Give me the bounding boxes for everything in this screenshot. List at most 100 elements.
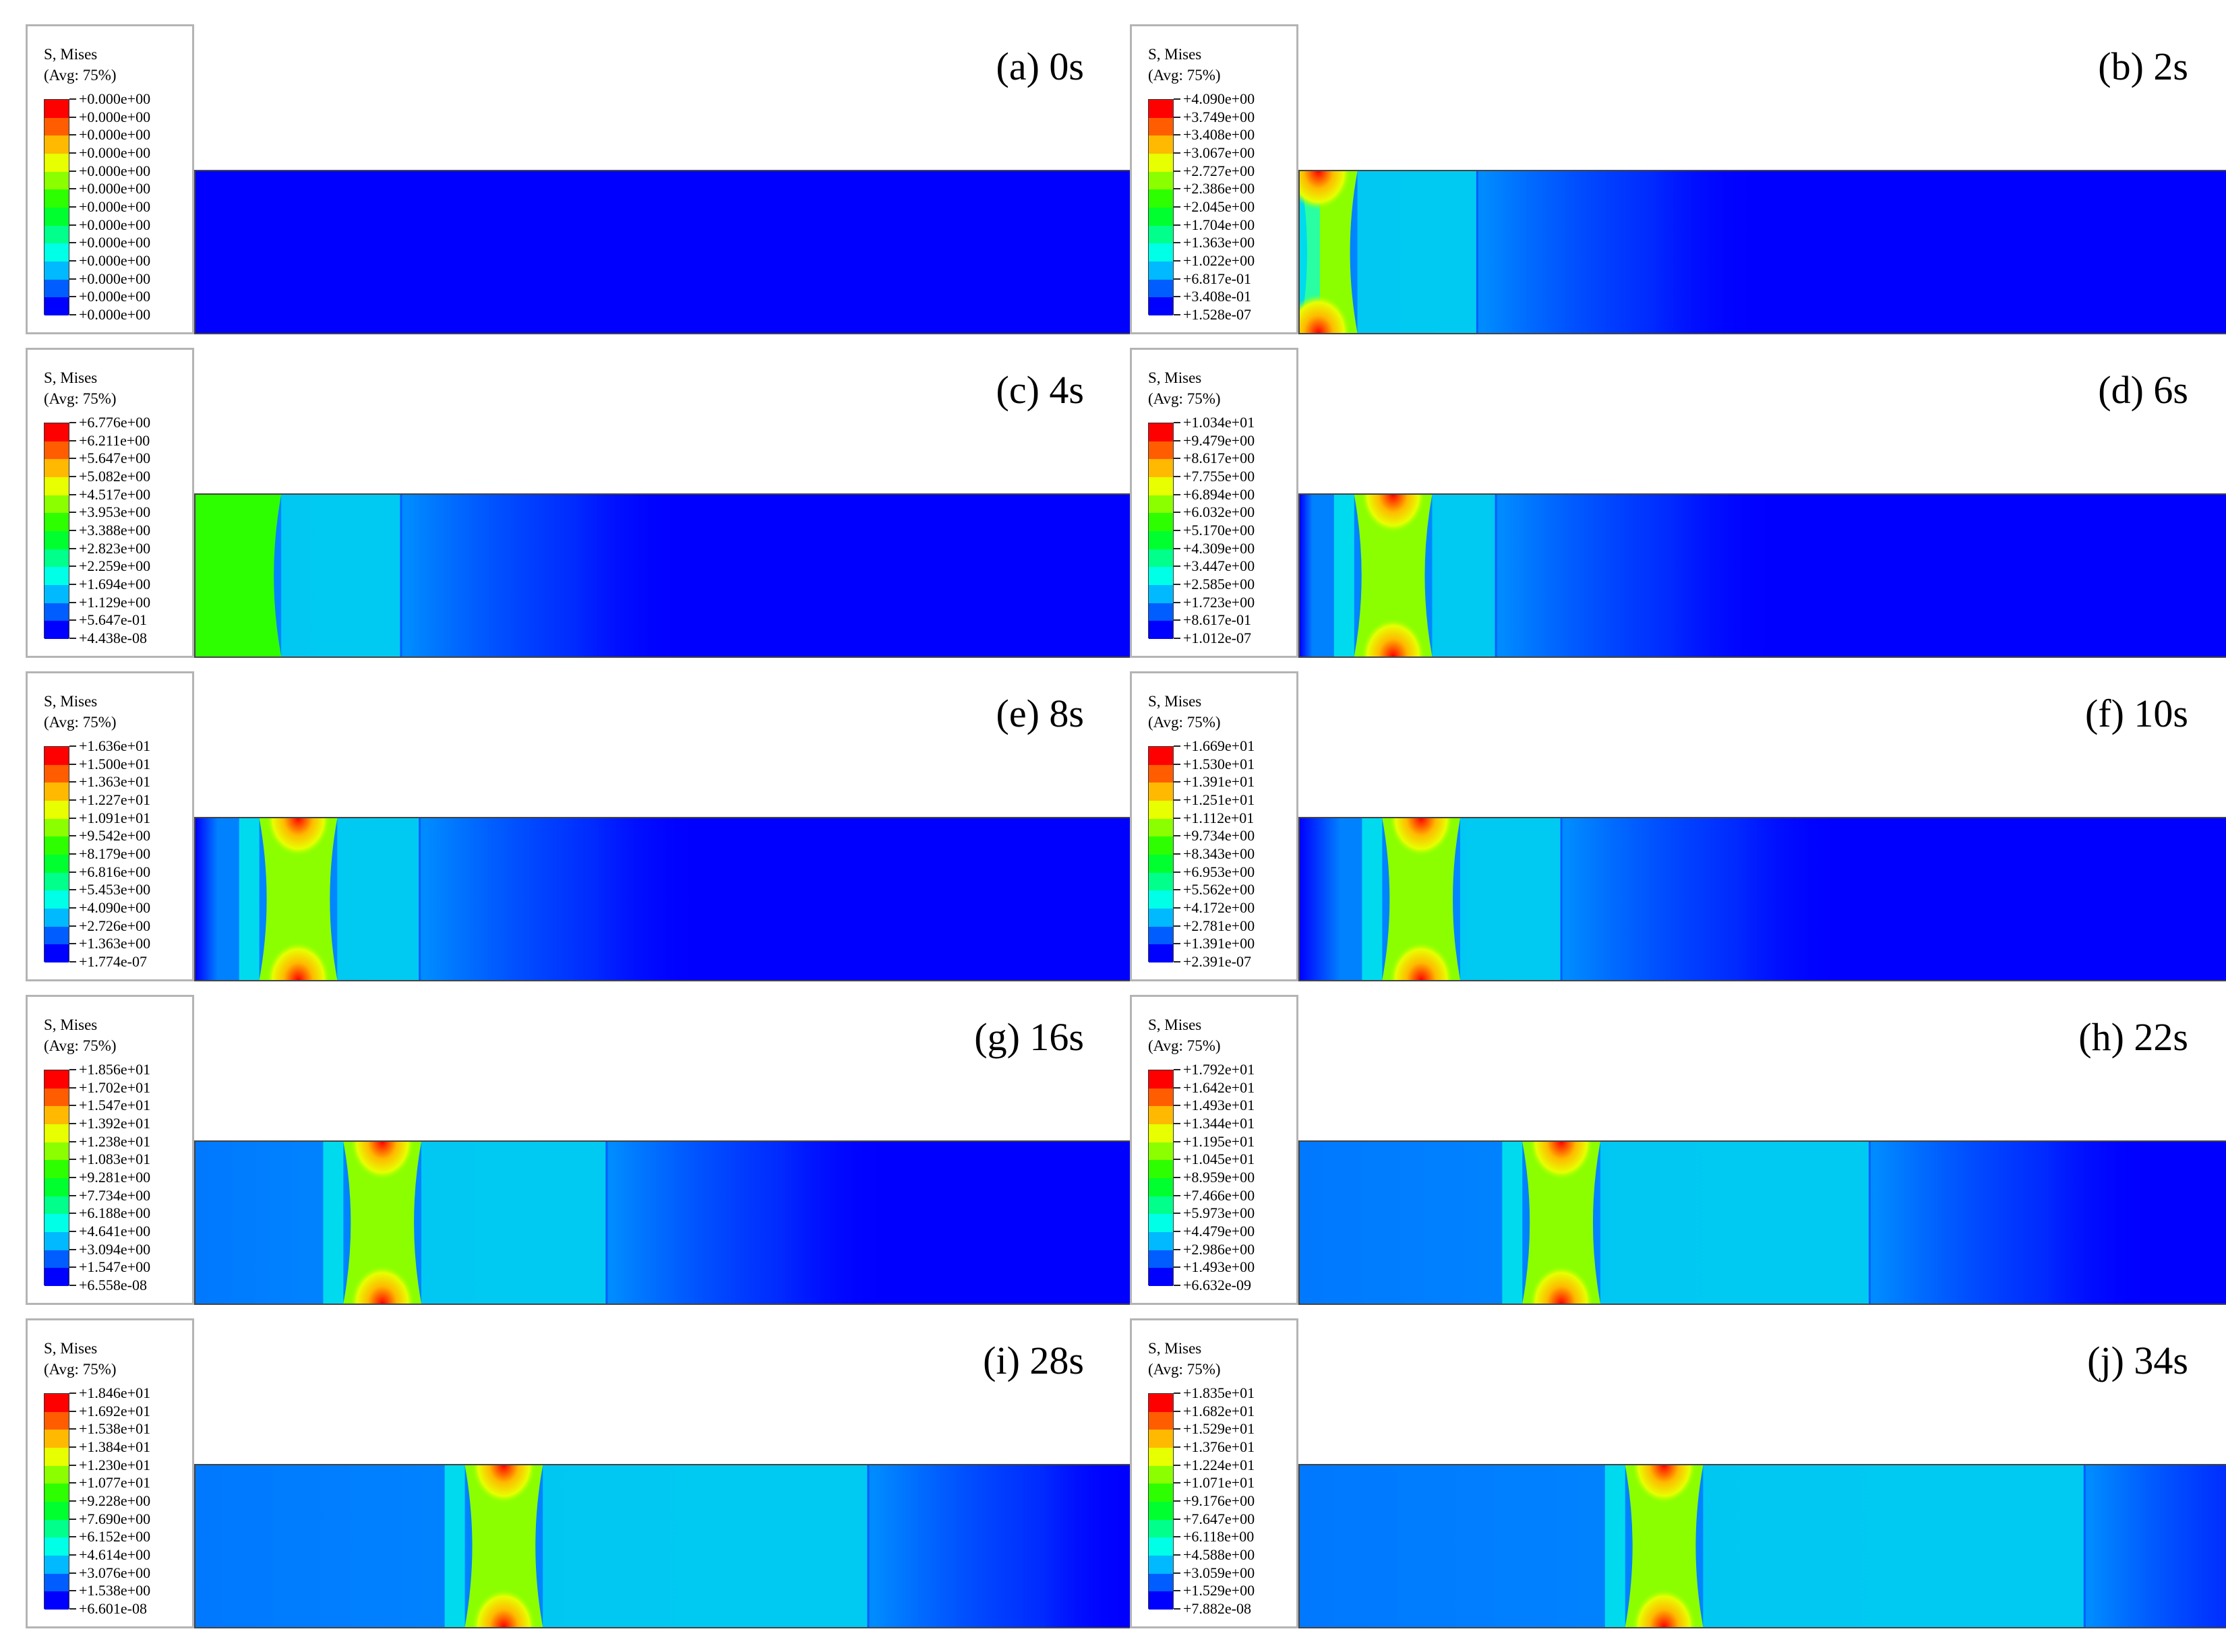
colorbar-tick bbox=[69, 1464, 76, 1466]
colorbar-tick bbox=[1174, 1518, 1180, 1520]
colorbar-tick bbox=[1174, 871, 1180, 873]
colorbar-tick-label: +4.090e+00 bbox=[1183, 90, 1255, 107]
colorbar-tick bbox=[69, 889, 76, 891]
colorbar-tick bbox=[1174, 1464, 1180, 1466]
colorbar-tick bbox=[69, 1213, 76, 1215]
colorbar-tick-label: +1.702e+01 bbox=[79, 1078, 151, 1096]
colorbar-segment bbox=[1149, 549, 1173, 568]
colorbar-tick bbox=[1174, 530, 1180, 531]
colorbar-tick bbox=[1174, 1536, 1180, 1538]
colorbar-tick-label: +1.391e+00 bbox=[1183, 935, 1255, 952]
colorbar-tick bbox=[69, 584, 76, 585]
colorbar-segment bbox=[44, 262, 69, 280]
colorbar-tick bbox=[1174, 206, 1180, 208]
colorbar-segment bbox=[44, 1483, 69, 1502]
colorbar-segment bbox=[1149, 262, 1173, 280]
colorbar-segment bbox=[1149, 926, 1173, 945]
colorbar-tick-label: +1.071e+01 bbox=[1183, 1474, 1255, 1492]
legend-subtitle: (Avg: 75%) bbox=[44, 1037, 117, 1054]
colorbar-legend: S, Mises (Avg: 75%) +1.856e+01 +1.702e+01 +1… bbox=[26, 995, 194, 1305]
colorbar-tick bbox=[1174, 260, 1180, 262]
colorbar-segment bbox=[44, 1088, 69, 1107]
stress-hot-spot bbox=[350, 1142, 415, 1181]
colorbar-segment bbox=[44, 100, 69, 119]
colorbar-legend: S, Mises (Avg: 75%) +1.835e+01 +1.682e+01 +1… bbox=[1130, 1318, 1298, 1628]
contour-map bbox=[195, 495, 1130, 656]
stress-contour-plate bbox=[1298, 170, 2226, 334]
colorbar-tick-label: +1.704e+00 bbox=[1183, 216, 1255, 233]
colorbar-tick bbox=[69, 835, 76, 837]
legend-title: S, Mises bbox=[1148, 1340, 1202, 1357]
colorbar-segment bbox=[1149, 1519, 1173, 1538]
colorbar-tick bbox=[69, 745, 76, 747]
colorbar-tick bbox=[1174, 1393, 1180, 1394]
colorbar-tick bbox=[1174, 134, 1180, 136]
colorbar-tick bbox=[69, 871, 76, 873]
colorbar-segment bbox=[1149, 1178, 1173, 1197]
colorbar-tick bbox=[1174, 458, 1180, 460]
colorbar bbox=[44, 746, 69, 963]
colorbar-segment bbox=[44, 1537, 69, 1556]
stress-band-core bbox=[1354, 495, 1433, 656]
contour-panel: S, Mises (Avg: 75%) +1.835e+01 +1.682e+01 +1… bbox=[1130, 1318, 2226, 1628]
colorbar-tick bbox=[69, 1266, 76, 1268]
stress-contour-plate bbox=[194, 1140, 1131, 1305]
colorbar-tick-label: +1.493e+01 bbox=[1183, 1097, 1255, 1114]
colorbar-tick bbox=[69, 1608, 76, 1610]
stress-band-edge bbox=[543, 1465, 868, 1627]
legend-title: S, Mises bbox=[44, 1016, 98, 1033]
stress-band-edge bbox=[323, 1142, 344, 1304]
contour-map bbox=[195, 171, 1130, 333]
colorbar-segment bbox=[44, 1070, 69, 1089]
colorbar-tick bbox=[69, 1194, 76, 1196]
colorbar-tick-label: +8.179e+00 bbox=[79, 845, 151, 862]
colorbar-tick bbox=[69, 422, 76, 423]
colorbar-tick-label: +8.617e-01 bbox=[1183, 611, 1251, 629]
colorbar-tick bbox=[1174, 1482, 1180, 1484]
colorbar-tick bbox=[1174, 781, 1180, 783]
colorbar-tick bbox=[69, 206, 76, 208]
colorbar-tick-label: +2.386e+00 bbox=[1183, 180, 1255, 197]
colorbar-tick-label: +7.755e+00 bbox=[1183, 468, 1255, 485]
stress-hot-spot bbox=[1389, 818, 1454, 857]
colorbar-segment bbox=[1149, 1483, 1173, 1502]
colorbar-segment bbox=[1149, 117, 1173, 136]
colorbar-segment bbox=[1149, 1196, 1173, 1215]
colorbar-segment bbox=[1149, 1537, 1173, 1556]
stress-band-core bbox=[464, 1465, 543, 1627]
colorbar-tick bbox=[69, 134, 76, 136]
colorbar-segment bbox=[44, 117, 69, 136]
colorbar-tick-label: +1.392e+01 bbox=[79, 1115, 151, 1132]
colorbar-segment bbox=[1149, 1142, 1173, 1161]
colorbar-tick-label: +1.077e+01 bbox=[79, 1474, 151, 1492]
colorbar-segment bbox=[1149, 225, 1173, 244]
colorbar-tick-label: +5.170e+00 bbox=[1183, 522, 1255, 539]
colorbar-tick bbox=[1174, 188, 1180, 190]
colorbar-segment bbox=[44, 513, 69, 532]
panel-label: (j) 34s bbox=[2087, 1339, 2188, 1382]
colorbar-tick bbox=[69, 781, 76, 783]
colorbar-tick bbox=[69, 565, 76, 568]
stress-hot-spot bbox=[1529, 1142, 1594, 1181]
colorbar-tick-label: +9.734e+00 bbox=[1183, 827, 1255, 845]
colorbar-tick bbox=[1174, 278, 1180, 280]
colorbar-segment bbox=[1149, 1465, 1173, 1484]
colorbar-tick-label: +1.493e+00 bbox=[1183, 1258, 1255, 1276]
colorbar-tick bbox=[69, 493, 76, 495]
colorbar-tick-label: +7.882e-08 bbox=[1183, 1600, 1251, 1617]
colorbar-segment bbox=[44, 1394, 69, 1413]
colorbar-tick-label: +1.682e+01 bbox=[1183, 1402, 1255, 1419]
colorbar-tick-label: +8.343e+00 bbox=[1183, 845, 1255, 862]
colorbar-tick bbox=[1174, 1446, 1180, 1448]
colorbar-tick-label: +2.045e+00 bbox=[1183, 198, 1255, 215]
colorbar-tick-label: +1.529e+00 bbox=[1183, 1582, 1255, 1599]
colorbar-segment bbox=[44, 171, 69, 190]
stress-hot-spot bbox=[1360, 617, 1426, 656]
colorbar-legend: S, Mises (Avg: 75%) +1.636e+01 +1.500e+01 +1… bbox=[26, 671, 194, 981]
colorbar-tick bbox=[69, 458, 76, 460]
colorbar-segment bbox=[1149, 1250, 1173, 1268]
colorbar-tick bbox=[1174, 1231, 1180, 1232]
colorbar-tick-label: +3.408e-01 bbox=[1183, 288, 1251, 305]
colorbar-tick bbox=[1174, 1194, 1180, 1196]
colorbar-segment bbox=[44, 1448, 69, 1467]
